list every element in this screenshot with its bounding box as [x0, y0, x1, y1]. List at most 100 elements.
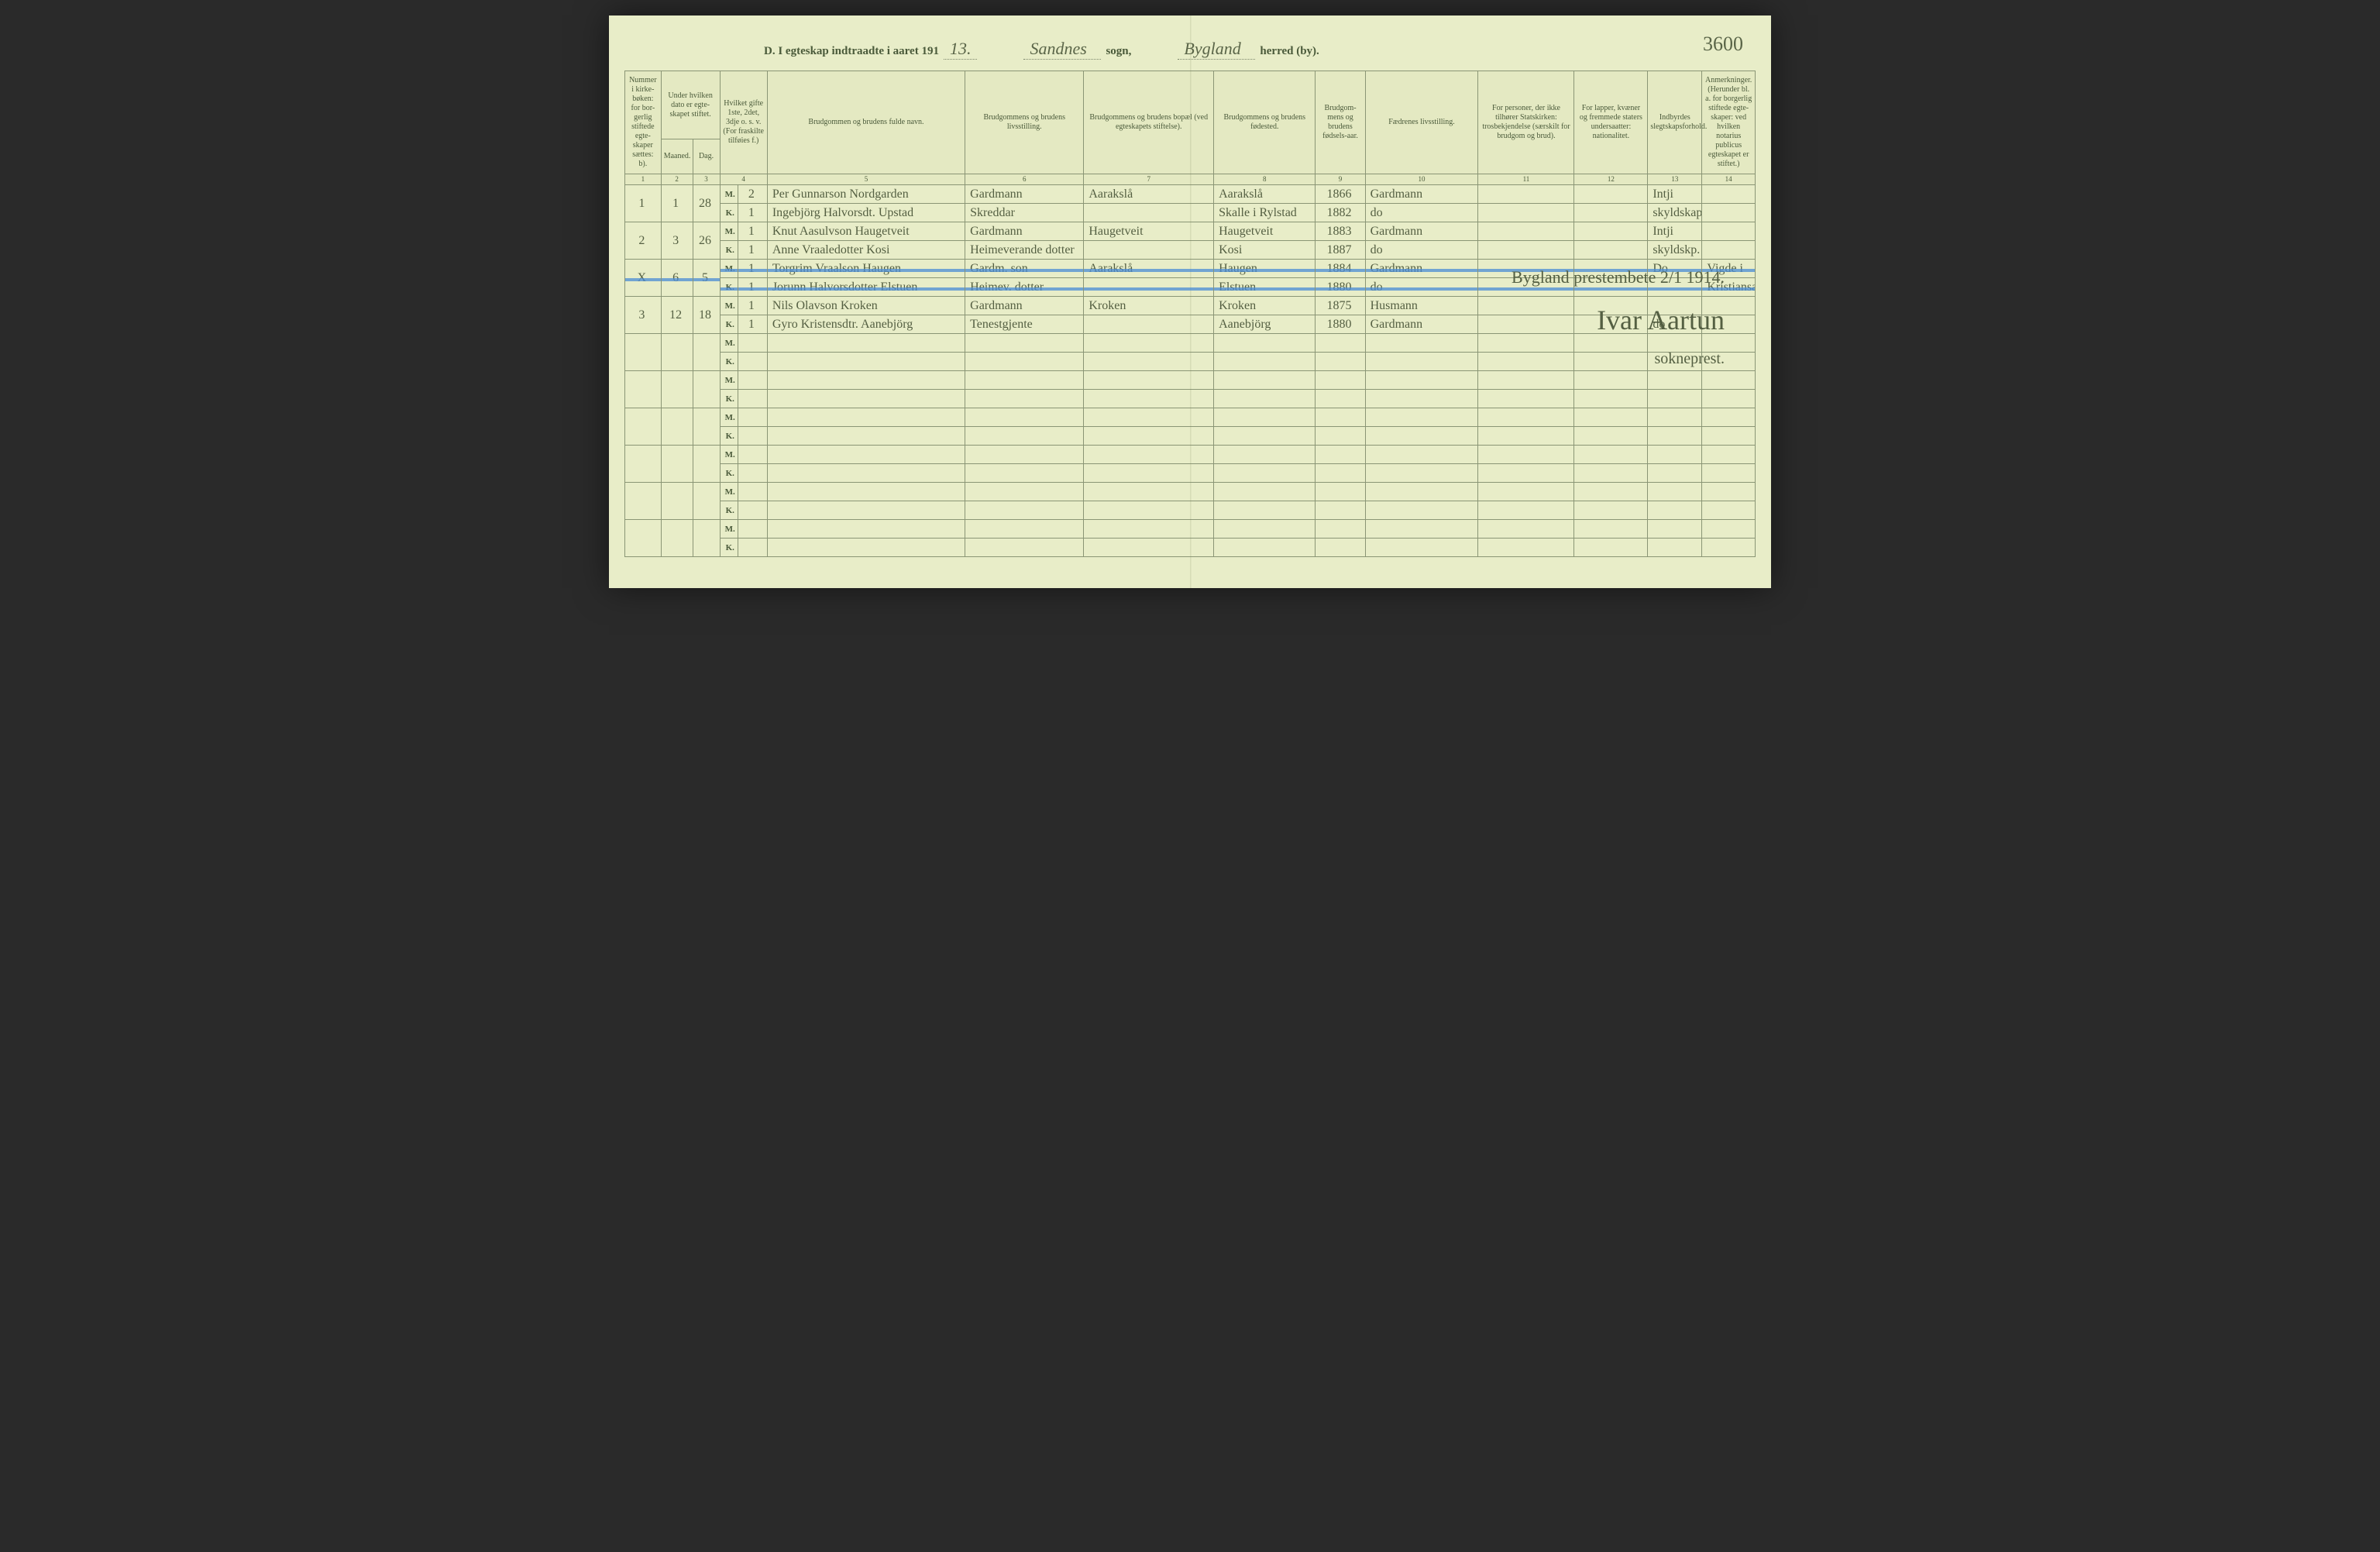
cell	[1084, 539, 1214, 557]
month: 6	[661, 260, 693, 297]
cell	[1084, 315, 1214, 334]
cell: 1880	[1316, 315, 1365, 334]
cell	[1574, 278, 1648, 297]
cell	[1702, 446, 1756, 464]
cell: 1880	[1316, 278, 1365, 297]
cell	[767, 427, 965, 446]
cell: Anne Vraaledotter Kosi	[767, 241, 965, 260]
cell: Haugetveit	[1084, 222, 1214, 241]
mk-m: M.	[720, 222, 738, 241]
mk-k: K.	[720, 241, 738, 260]
mk-m: M.	[720, 185, 738, 204]
cell: Kroken	[1084, 297, 1214, 315]
sogn-field: Sandnes sogn,	[1023, 39, 1131, 60]
cell: Gardmann	[1365, 222, 1478, 241]
cell	[1478, 446, 1574, 464]
cell: Husmann	[1365, 297, 1478, 315]
cell: Aarakslå	[1084, 260, 1214, 278]
table-row: M.	[625, 446, 1756, 464]
cell: 1866	[1316, 185, 1365, 204]
cell	[767, 483, 965, 501]
cell	[1478, 241, 1574, 260]
cell	[1478, 260, 1574, 278]
mk-m: M.	[720, 297, 738, 315]
cell: 1	[738, 204, 767, 222]
cell	[1574, 539, 1648, 557]
table-row: K.1Gyro Kristensdtr. AanebjörgTenestgjen…	[625, 315, 1756, 334]
cell: skyldskp.	[1648, 241, 1702, 260]
colnum: 5	[767, 174, 965, 185]
col-13-header: Anmerkninger. (Herunder bl. a. for borge…	[1702, 71, 1756, 174]
mk-k: K.	[720, 539, 738, 557]
mk-m: M.	[720, 260, 738, 278]
cell	[1478, 353, 1574, 371]
cell	[661, 371, 693, 408]
table-row: 2326M.1Knut Aasulvson HaugetveitGardmann…	[625, 222, 1756, 241]
cell	[1365, 483, 1478, 501]
mk-k: K.	[720, 315, 738, 334]
cell	[1574, 408, 1648, 427]
cell	[1702, 241, 1756, 260]
cell: Gyro Kristensdtr. Aanebjörg	[767, 315, 965, 334]
cell	[965, 334, 1084, 353]
table-row: K.1Anne Vraaledotter KosiHeimeverande do…	[625, 241, 1756, 260]
cell	[1574, 334, 1648, 353]
cell	[1316, 539, 1365, 557]
cell	[1574, 222, 1648, 241]
cell	[1316, 464, 1365, 483]
cell	[1478, 483, 1574, 501]
cell	[1702, 501, 1756, 520]
mk-k: K.	[720, 278, 738, 297]
cell	[1478, 315, 1574, 334]
col-1-header: Nummer i kirke-bøken: for bor-gerlig sti…	[625, 71, 662, 174]
cell	[1648, 446, 1702, 464]
cell: Elstuen	[1214, 278, 1316, 297]
cell	[1478, 390, 1574, 408]
col-6-header: Brudgommens og brudens bopæl (ved egtesk…	[1084, 71, 1214, 174]
cell	[1574, 446, 1648, 464]
cell: Aarakslå	[1214, 185, 1316, 204]
cell	[1478, 222, 1574, 241]
cell	[1702, 483, 1756, 501]
cell	[661, 520, 693, 557]
cell	[1702, 539, 1756, 557]
cell	[1365, 539, 1478, 557]
table-row: M.	[625, 520, 1756, 539]
mk-k: K.	[720, 390, 738, 408]
cell	[767, 371, 965, 390]
cell	[1365, 353, 1478, 371]
col-4-header: Brudgommen og brudens fulde navn.	[767, 71, 965, 174]
table-row: M.	[625, 371, 1756, 390]
cell	[1214, 520, 1316, 539]
page-number: 3600	[1703, 33, 1743, 56]
table-row: 31218M.1Nils Olavson KrokenGardmannKroke…	[625, 297, 1756, 315]
cell: 1883	[1316, 222, 1365, 241]
cell: skyldskap	[1648, 204, 1702, 222]
cell: Haugen	[1214, 260, 1316, 278]
day: 26	[693, 222, 720, 260]
cell	[1702, 464, 1756, 483]
cell	[1084, 446, 1214, 464]
cell	[1316, 371, 1365, 390]
table-row: K.	[625, 390, 1756, 408]
table-row: M.	[625, 408, 1756, 427]
entry-number: 3	[625, 297, 662, 334]
cell	[1702, 315, 1756, 334]
cell	[1478, 427, 1574, 446]
cell	[738, 371, 767, 390]
cell	[1214, 353, 1316, 371]
cell	[965, 427, 1084, 446]
cell	[767, 408, 965, 427]
cell: Gardmann	[1365, 315, 1478, 334]
colnum: 13	[1648, 174, 1702, 185]
cell	[1648, 427, 1702, 446]
cell	[1574, 427, 1648, 446]
cell	[965, 446, 1084, 464]
cell	[693, 371, 720, 408]
mk-m: M.	[720, 446, 738, 464]
cell	[1084, 464, 1214, 483]
col-11-header: For lapper, kvæner og fremmede staters u…	[1574, 71, 1648, 174]
cell: 1884	[1316, 260, 1365, 278]
cell: Jorunn Halvorsdotter Elstuen	[767, 278, 965, 297]
cell: 1	[738, 260, 767, 278]
